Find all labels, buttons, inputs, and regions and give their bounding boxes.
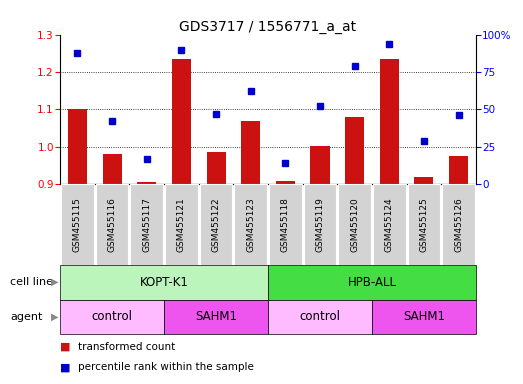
Text: GSM455123: GSM455123 — [246, 197, 255, 252]
Text: ▶: ▶ — [51, 312, 59, 322]
Text: GSM455115: GSM455115 — [73, 197, 82, 252]
Bar — [380, 59, 399, 184]
Text: HPB-ALL: HPB-ALL — [347, 276, 396, 289]
Bar — [68, 109, 87, 184]
Text: SAHM1: SAHM1 — [403, 310, 445, 323]
Text: GSM455117: GSM455117 — [142, 197, 151, 252]
Text: GSM455118: GSM455118 — [281, 197, 290, 252]
Text: agent: agent — [10, 312, 43, 322]
Text: ▶: ▶ — [51, 277, 59, 287]
Bar — [137, 182, 156, 184]
Bar — [207, 152, 225, 184]
Text: GSM455116: GSM455116 — [108, 197, 117, 252]
Text: GSM455125: GSM455125 — [419, 197, 428, 252]
Bar — [414, 177, 434, 184]
Text: GSM455121: GSM455121 — [177, 197, 186, 252]
Text: percentile rank within the sample: percentile rank within the sample — [78, 362, 254, 372]
Bar — [241, 121, 260, 184]
Text: cell line: cell line — [10, 277, 53, 287]
Text: SAHM1: SAHM1 — [195, 310, 237, 323]
Text: control: control — [300, 310, 340, 323]
Text: GSM455122: GSM455122 — [212, 197, 221, 252]
Text: KOPT-K1: KOPT-K1 — [140, 276, 188, 289]
Bar — [345, 117, 364, 184]
Title: GDS3717 / 1556771_a_at: GDS3717 / 1556771_a_at — [179, 20, 357, 33]
Text: transformed count: transformed count — [78, 342, 176, 352]
Bar — [103, 154, 122, 184]
Text: GSM455126: GSM455126 — [454, 197, 463, 252]
Bar — [449, 156, 468, 184]
Text: ■: ■ — [60, 362, 71, 372]
Text: GSM455119: GSM455119 — [315, 197, 324, 252]
Bar — [172, 59, 191, 184]
Text: ■: ■ — [60, 342, 71, 352]
Bar — [311, 146, 329, 184]
Text: control: control — [92, 310, 133, 323]
Text: GSM455120: GSM455120 — [350, 197, 359, 252]
Text: GSM455124: GSM455124 — [385, 197, 394, 252]
Bar — [276, 180, 295, 184]
